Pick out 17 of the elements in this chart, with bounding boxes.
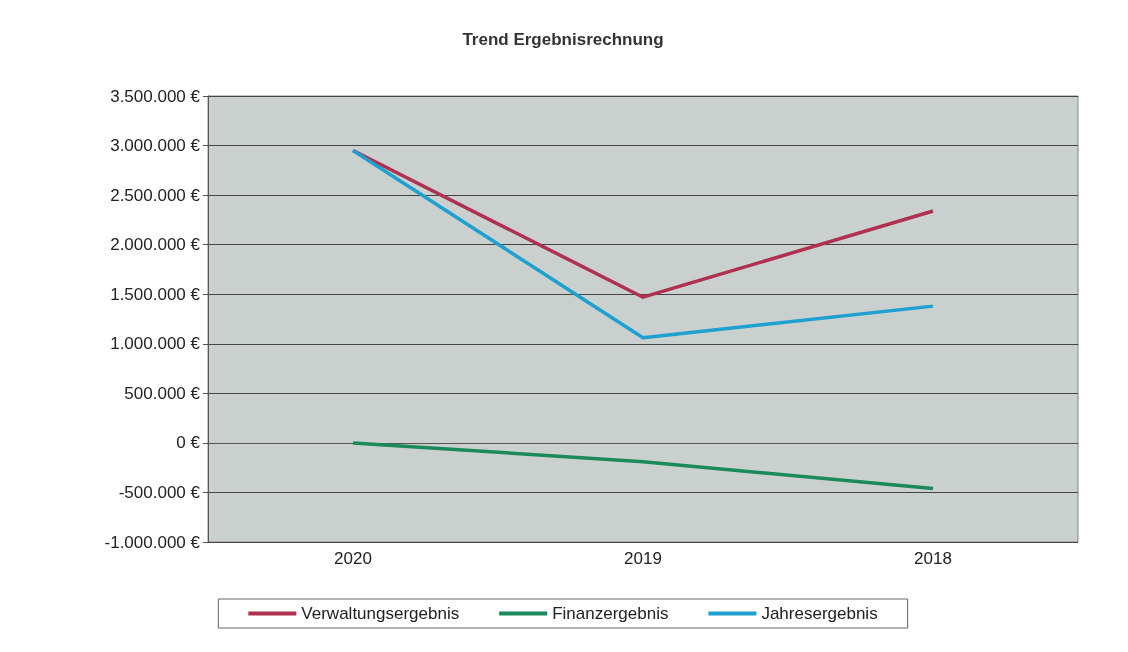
y-tick-label: 1.000.000 € xyxy=(110,334,201,354)
y-tick-label: 0 € xyxy=(176,433,201,453)
y-tick-label: 500.000 € xyxy=(124,383,201,403)
x-tick-label: 2018 xyxy=(914,549,952,568)
y-tick-label: -500.000 € xyxy=(118,482,201,502)
legend-label: Finanzergebnis xyxy=(552,604,669,623)
legend-label: Jahresergebnis xyxy=(761,604,878,623)
y-tick-label: -1.000.000 € xyxy=(104,532,201,552)
y-tick-label: 3.000.000 € xyxy=(110,136,201,156)
x-tick-label: 2020 xyxy=(334,549,372,568)
y-tick-label: 1.500.000 € xyxy=(110,284,201,304)
y-tick-label: 3.500.000 € xyxy=(110,86,201,106)
chart-title: Trend Ergebnisrechnung xyxy=(462,30,664,49)
y-tick-label: 2.000.000 € xyxy=(110,235,201,255)
legend-label: Verwaltungsergebnis xyxy=(301,604,460,623)
x-tick-label: 2019 xyxy=(624,549,662,568)
y-tick-label: 2.500.000 € xyxy=(110,185,201,205)
